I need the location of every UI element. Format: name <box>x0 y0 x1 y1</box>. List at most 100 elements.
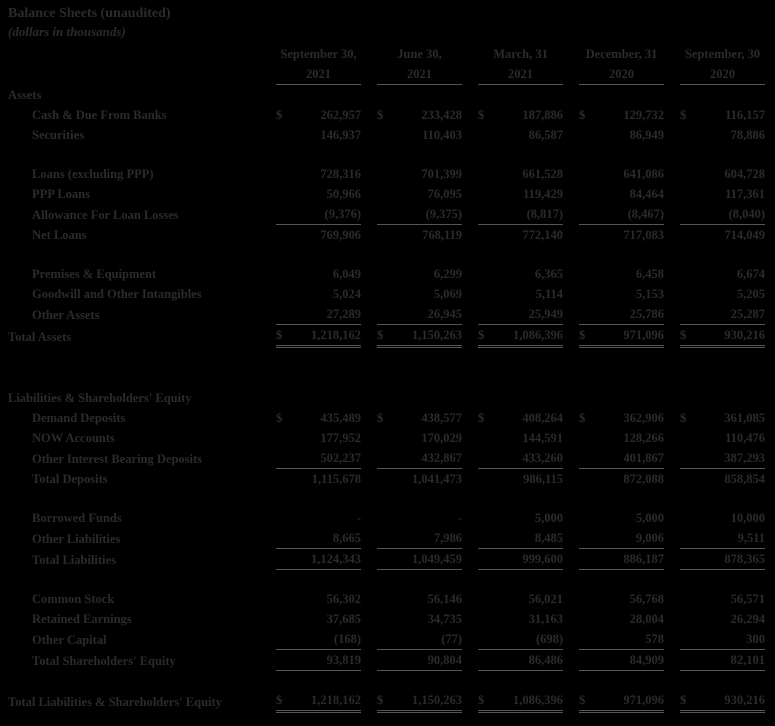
currency-cell <box>377 609 392 629</box>
row-label: Total Shareholders' Equity <box>32 653 176 668</box>
cell-value: 9,511 <box>737 531 766 545</box>
cell-value: 641,086 <box>623 167 665 181</box>
cell-value: 129,732 <box>623 108 665 122</box>
column-gap <box>664 469 680 490</box>
column-header-0: September 30, 2021 <box>276 44 361 85</box>
column-gap <box>563 325 579 347</box>
column-gap <box>462 204 478 225</box>
currency-cell <box>377 589 392 609</box>
cell-value: 1,086,396 <box>493 324 564 348</box>
table-row: Total Deposits 1,115,678 1,041,473 986,115 8… <box>8 468 766 490</box>
currency-cell <box>579 629 594 650</box>
currency-cell <box>276 204 291 225</box>
dollar-sign: $ <box>579 690 595 713</box>
cell-value: 5,205 <box>736 287 766 301</box>
row-label: Loans (excluding PPP) <box>32 167 154 181</box>
currency-cell <box>680 649 696 671</box>
column-gap <box>664 650 680 671</box>
currency-cell <box>478 204 493 225</box>
column-gap <box>664 448 680 469</box>
column-gap <box>462 690 478 712</box>
table-row: Borrowed Funds - - 5,000 5,000 10,000 <box>8 508 765 528</box>
cell-value: 28,004 <box>629 612 665 626</box>
column-gap <box>260 549 276 570</box>
currency-cell <box>478 629 493 650</box>
cell-value: 971,096 <box>594 690 665 713</box>
table-row: Other Capital (168) (77) (698) 578 300 <box>8 629 765 650</box>
column-gap <box>260 204 276 225</box>
column-header-1: June 30, 2021 <box>377 44 463 85</box>
column-gap <box>462 325 478 347</box>
dollar-sign: $ <box>680 411 687 425</box>
cell-value: 117,361 <box>725 187 766 201</box>
row-label: Cash & Due From Banks <box>32 108 167 122</box>
table-row: Allowance For Loan Losses (9,376) (9,375) (… <box>8 204 765 225</box>
cell-value: 6,458 <box>635 267 665 281</box>
currency-cell <box>579 204 594 225</box>
cell-value: 8,665 <box>332 531 361 545</box>
column-gap <box>260 225 276 246</box>
currency-cell <box>579 125 594 145</box>
currency-cell <box>478 508 493 528</box>
currency-cell <box>478 528 493 549</box>
dollar-sign: $ <box>579 108 586 122</box>
table-row: Loans (excluding PPP) 728,316 701,399 661,5… <box>8 164 765 184</box>
cell-value: 433,260 <box>522 451 564 465</box>
cell-value: 56,302 <box>326 592 361 606</box>
currency-cell <box>276 224 291 245</box>
column-gap <box>664 164 680 184</box>
column-gap <box>563 690 579 712</box>
row-label: Common Stock <box>32 592 115 606</box>
column-gap <box>664 264 680 284</box>
column-gap <box>361 549 377 570</box>
column-gap <box>361 164 377 184</box>
cell-value: 930,216 <box>695 690 766 713</box>
cell-value: 27,289 <box>326 307 361 321</box>
column-gap <box>462 428 478 448</box>
currency-cell <box>680 468 696 489</box>
cell-value: 8,485 <box>534 531 564 545</box>
cell-value: 25,287 <box>730 307 766 321</box>
cell-value: 93,819 <box>291 649 361 671</box>
column-gap <box>563 184 579 204</box>
cell-value: 768,119 <box>392 224 463 245</box>
cell-value: 1,041,473 <box>392 468 463 489</box>
dollar-sign: $ <box>478 324 494 348</box>
dollar-sign: $ <box>276 411 283 425</box>
cell-value: 1,049,459 <box>392 548 463 570</box>
column-gap <box>563 408 579 428</box>
column-gap <box>462 508 478 528</box>
cell-value: 1,124,343 <box>291 548 361 570</box>
column-gap <box>361 204 377 225</box>
currency-cell <box>680 184 695 204</box>
column-gap <box>563 428 579 448</box>
section-heading: Assets <box>8 88 42 102</box>
column-gap <box>563 508 579 528</box>
currency-cell <box>478 649 494 671</box>
currency-cell <box>478 304 493 325</box>
cell-value: (168) <box>333 632 361 646</box>
cell-value: 362,906 <box>623 411 665 425</box>
column-gap <box>664 428 680 448</box>
table-row: Other Interest Bearing Deposits 502,237 43… <box>8 448 765 469</box>
cell-value: 6,674 <box>736 267 766 281</box>
table-row: NOW Accounts 177,952 170,029 144,591 128,266… <box>8 428 765 448</box>
dollar-sign: $ <box>478 690 494 713</box>
column-gap <box>260 304 276 325</box>
table-row: Other Liabilities 8,665 7,986 8,485 9,006 9,5… <box>8 528 765 549</box>
cell-value: 578 <box>645 632 665 646</box>
currency-cell <box>579 284 594 304</box>
column-gap <box>664 225 680 246</box>
column-gap <box>361 690 377 712</box>
column-gap <box>260 508 276 528</box>
row-label: NOW Accounts <box>32 431 115 445</box>
cell-value: 5,114 <box>535 287 564 301</box>
cell-value: - <box>457 511 463 525</box>
currency-cell <box>276 589 291 609</box>
cell-value: 9,006 <box>635 531 665 545</box>
row-label: Net Loans <box>32 228 87 242</box>
table-row: Total Shareholders' Equity 93,819 90,804 86… <box>8 649 766 671</box>
dollar-sign: $ <box>680 108 687 122</box>
currency-cell <box>377 508 392 528</box>
cell-value: 435,489 <box>320 411 361 425</box>
